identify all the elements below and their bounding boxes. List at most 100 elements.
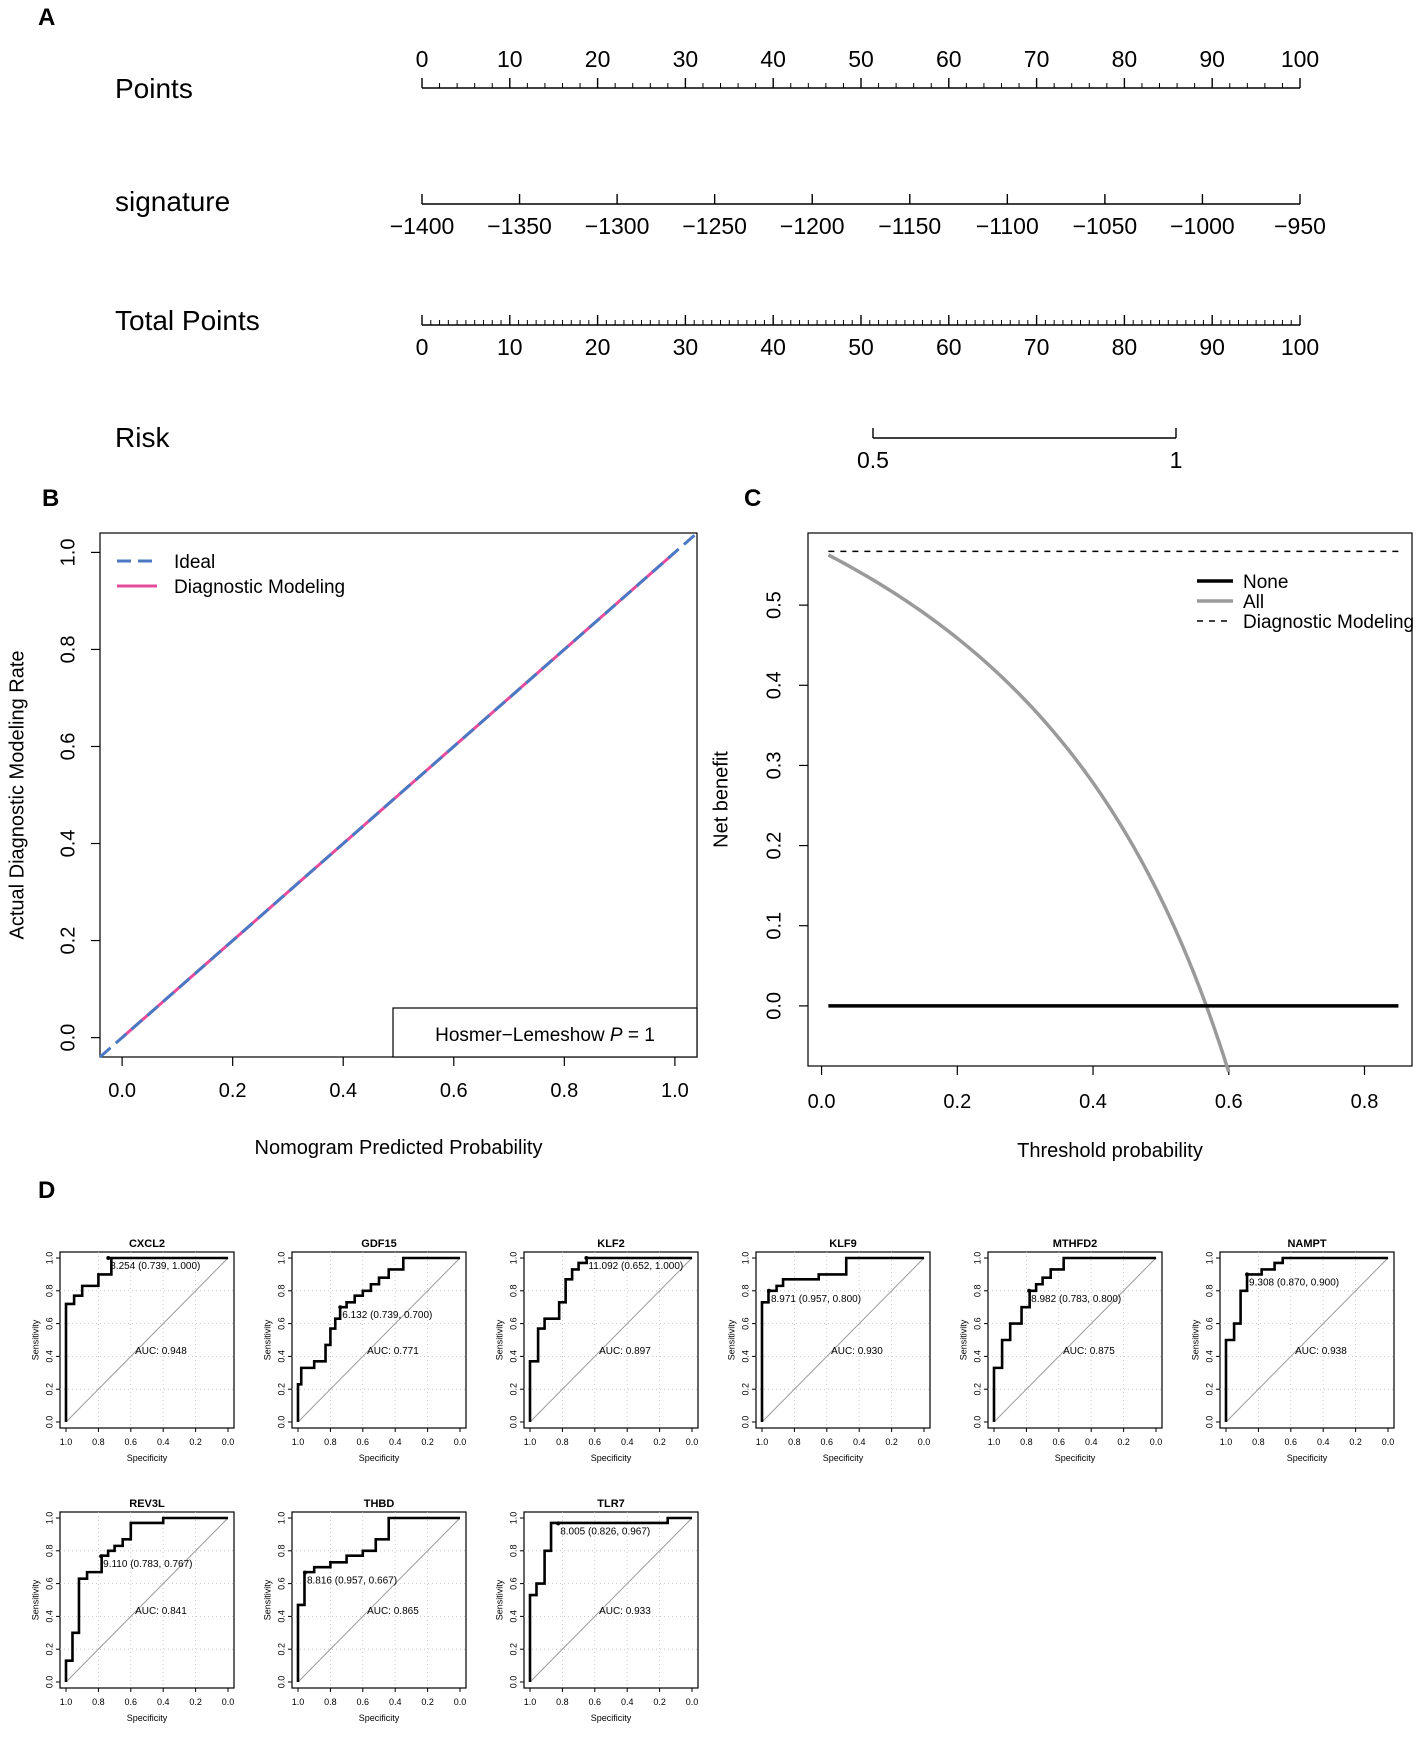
roc-y-tick-label: 0.0 xyxy=(1204,1416,1214,1429)
roc-x-tick-label: 0.0 xyxy=(1382,1437,1395,1447)
y-tick-label: 1.0 xyxy=(57,539,79,567)
hosmer-lemeshow-text: Hosmer−Lemeshow P = 1 xyxy=(435,1025,655,1046)
y-tick-label: 0.0 xyxy=(763,992,785,1020)
roc-frame xyxy=(523,1511,699,1689)
roc-x-tick-label: 1.0 xyxy=(988,1437,1001,1447)
roc-x-tick-label: 0.8 xyxy=(92,1437,105,1447)
roc-x-tick-label: 1.0 xyxy=(756,1437,769,1447)
roc-diagonal xyxy=(297,1257,461,1423)
roc-x-tick-label: 0.4 xyxy=(1317,1437,1330,1447)
roc-y-tick-label: 0.8 xyxy=(276,1545,286,1558)
roc-auc-label: AUC: 0.933 xyxy=(599,1606,651,1617)
roc-x-tick-label: 0.8 xyxy=(556,1437,569,1447)
roc-y-tick-label: 0.0 xyxy=(44,1676,54,1689)
roc-x-tick-label: 0.2 xyxy=(421,1437,434,1447)
roc-y-tick-label: 1.0 xyxy=(740,1252,750,1265)
roc-x-tick-label: 0.6 xyxy=(357,1437,370,1447)
nomogram-tick-label: 30 xyxy=(673,46,699,72)
roc-x-tick-label: 0.2 xyxy=(653,1437,666,1447)
roc-x-axis-title: Specificity xyxy=(1055,1453,1096,1463)
roc-y-tick-label: 0.6 xyxy=(508,1317,518,1330)
roc-threshold-label: 8.816 (0.957, 0.667) xyxy=(307,1576,397,1587)
roc-y-tick-label: 0.4 xyxy=(44,1610,54,1623)
roc-y-tick-label: 1.0 xyxy=(508,1252,518,1265)
roc-y-tick-label: 0.8 xyxy=(44,1285,54,1298)
roc-y-tick-label: 0.6 xyxy=(740,1317,750,1330)
roc-y-tick-label: 0.6 xyxy=(276,1577,286,1590)
nomogram-row-label: Total Points xyxy=(115,305,260,336)
y-tick-label: 0.4 xyxy=(763,671,785,699)
roc-x-tick-label: 0.6 xyxy=(589,1437,602,1447)
roc-y-tick-label: 0.0 xyxy=(740,1416,750,1429)
roc-y-tick-label: 1.0 xyxy=(44,1252,54,1265)
roc-diagonal xyxy=(761,1257,925,1423)
nomogram-tick-label: −1250 xyxy=(682,213,747,239)
roc-x-tick-label: 0.4 xyxy=(621,1697,634,1707)
roc-auc-label: AUC: 0.938 xyxy=(1295,1346,1347,1357)
roc-auc-label: AUC: 0.875 xyxy=(1063,1346,1115,1357)
roc-subplot: NAMPT 9.308 (0.870, 0.900) AUC: 0.938 1.0 0.… xyxy=(1190,1238,1395,1463)
nomogram-tick-label: 80 xyxy=(1112,46,1138,72)
roc-y-axis-title: Sensitivity xyxy=(262,1319,272,1360)
roc-curve xyxy=(760,1256,924,1422)
roc-y-tick-label: 1.0 xyxy=(276,1512,286,1525)
roc-x-tick-label: 0.0 xyxy=(686,1437,699,1447)
nomogram-tick-label: −1200 xyxy=(780,213,845,239)
nomogram-tick-label: −1400 xyxy=(390,213,455,239)
roc-y-tick-label: 0.8 xyxy=(276,1285,286,1298)
x-tick-label: 0.0 xyxy=(108,1080,136,1102)
series-ideal-line xyxy=(99,531,698,1059)
x-tick-label: 0.6 xyxy=(440,1080,468,1102)
roc-threshold-point xyxy=(99,1554,104,1559)
roc-y-axis-title: Sensitivity xyxy=(958,1319,968,1360)
roc-auc-label: AUC: 0.771 xyxy=(367,1346,419,1357)
nomogram-row-label: Points xyxy=(115,73,193,104)
roc-y-tick-label: 0.4 xyxy=(740,1350,750,1363)
roc-x-tick-label: 0.6 xyxy=(125,1697,138,1707)
nomogram-tick-label: 100 xyxy=(1281,334,1319,360)
roc-x-tick-label: 1.0 xyxy=(1220,1437,1233,1447)
nomogram-tick-label: 20 xyxy=(585,334,611,360)
roc-y-tick-label: 0.4 xyxy=(1204,1350,1214,1363)
nomogram-tick-label: 50 xyxy=(848,334,874,360)
roc-y-tick-label: 0.2 xyxy=(44,1643,54,1656)
panel-letter-b: B xyxy=(42,485,59,512)
roc-subplot: REV3L 9.110 (0.783, 0.767) AUC: 0.841 1.0 0.… xyxy=(30,1498,235,1723)
roc-x-tick-label: 1.0 xyxy=(292,1697,305,1707)
y-tick-label: 0.3 xyxy=(763,752,785,780)
roc-subplot: KLF2 11.092 (0.652, 1.000) AUC: 0.897 1.0 0.… xyxy=(494,1238,699,1463)
legend-none-label: None xyxy=(1243,572,1288,593)
nomogram-tick-label: 40 xyxy=(760,334,786,360)
nomogram-tick-label: 90 xyxy=(1199,334,1225,360)
nomogram-tick-label: −950 xyxy=(1274,213,1326,239)
roc-y-tick-label: 0.2 xyxy=(508,1383,518,1396)
roc-curve xyxy=(296,1256,460,1422)
roc-y-tick-label: 0.2 xyxy=(740,1383,750,1396)
roc-y-axis-title: Sensitivity xyxy=(494,1319,504,1360)
nomogram-tick-label: 50 xyxy=(848,46,874,72)
roc-y-tick-label: 0.4 xyxy=(508,1610,518,1623)
roc-gene-title: TLR7 xyxy=(597,1498,625,1510)
roc-x-tick-label: 1.0 xyxy=(60,1437,73,1447)
nomogram-row-label: signature xyxy=(115,186,230,217)
roc-x-axis-title: Specificity xyxy=(127,1713,168,1723)
roc-frame xyxy=(1219,1251,1395,1429)
roc-y-tick-label: 0.6 xyxy=(508,1577,518,1590)
roc-y-axis-title: Sensitivity xyxy=(30,1579,40,1620)
roc-y-tick-label: 1.0 xyxy=(1204,1252,1214,1265)
y-tick-label: 0.4 xyxy=(57,830,79,858)
nomogram-tick-label: 0 xyxy=(416,46,429,72)
roc-threshold-point xyxy=(106,1256,111,1260)
nomogram-tick-label: 60 xyxy=(936,334,962,360)
roc-subplot: THBD 8.816 (0.957, 0.667) AUC: 0.865 1.0 0.8… xyxy=(262,1498,467,1723)
roc-x-tick-label: 0.0 xyxy=(454,1437,467,1447)
roc-y-tick-label: 0.6 xyxy=(972,1317,982,1330)
roc-x-tick-label: 0.2 xyxy=(1117,1437,1130,1447)
nomogram-tick-label: 100 xyxy=(1281,46,1319,72)
nomogram-tick-label: −1100 xyxy=(976,213,1039,239)
roc-y-tick-label: 1.0 xyxy=(508,1512,518,1525)
roc-y-tick-label: 0.6 xyxy=(44,1577,54,1590)
nomogram-tick-label: 70 xyxy=(1024,334,1050,360)
x-tick-label: 0.0 xyxy=(808,1091,836,1113)
